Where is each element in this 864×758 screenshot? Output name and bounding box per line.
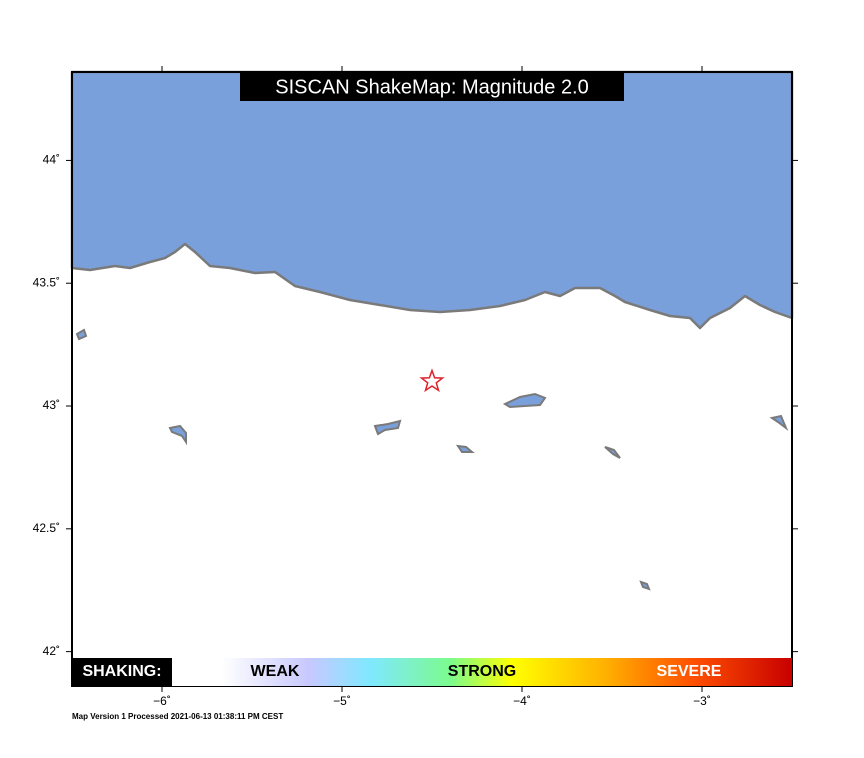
reservoir (502, 392, 547, 409)
lon-tick-label: −4˚ (513, 694, 531, 708)
legend-label: WEAK (251, 663, 300, 680)
reservoir (168, 424, 187, 446)
legend-label: STRONG (448, 663, 516, 680)
lon-tick-label: −6˚ (153, 694, 171, 708)
lon-tick-label: −3˚ (693, 694, 711, 708)
legend-label: SEVERE (657, 663, 722, 680)
reservoir (769, 414, 789, 431)
legend-scale (172, 658, 792, 686)
title-box (240, 73, 624, 101)
map-title: SISCAN ShakeMap: Magnitude 2.0 (275, 76, 589, 98)
lat-tick-label: 44˚ (43, 153, 60, 167)
reservoir (373, 419, 402, 436)
reservoir (604, 446, 621, 459)
reservoir (639, 580, 651, 591)
footer: Map Version 1 Processed 2021-06-13 01:38… (72, 712, 283, 721)
lat-tick-label: 43.5˚ (33, 275, 60, 289)
reservoir (455, 444, 475, 453)
legend-title: SHAKING: (82, 663, 161, 680)
lon-tick-label: −5˚ (333, 694, 351, 708)
lat-tick-label: 42˚ (43, 644, 60, 658)
reservoir (75, 328, 88, 341)
sea (70, 70, 794, 330)
lat-tick-label: 42.5˚ (33, 521, 60, 535)
legend-title-box (72, 658, 172, 686)
lat-tick-label: 43˚ (43, 398, 60, 412)
epicenter (419, 368, 445, 393)
